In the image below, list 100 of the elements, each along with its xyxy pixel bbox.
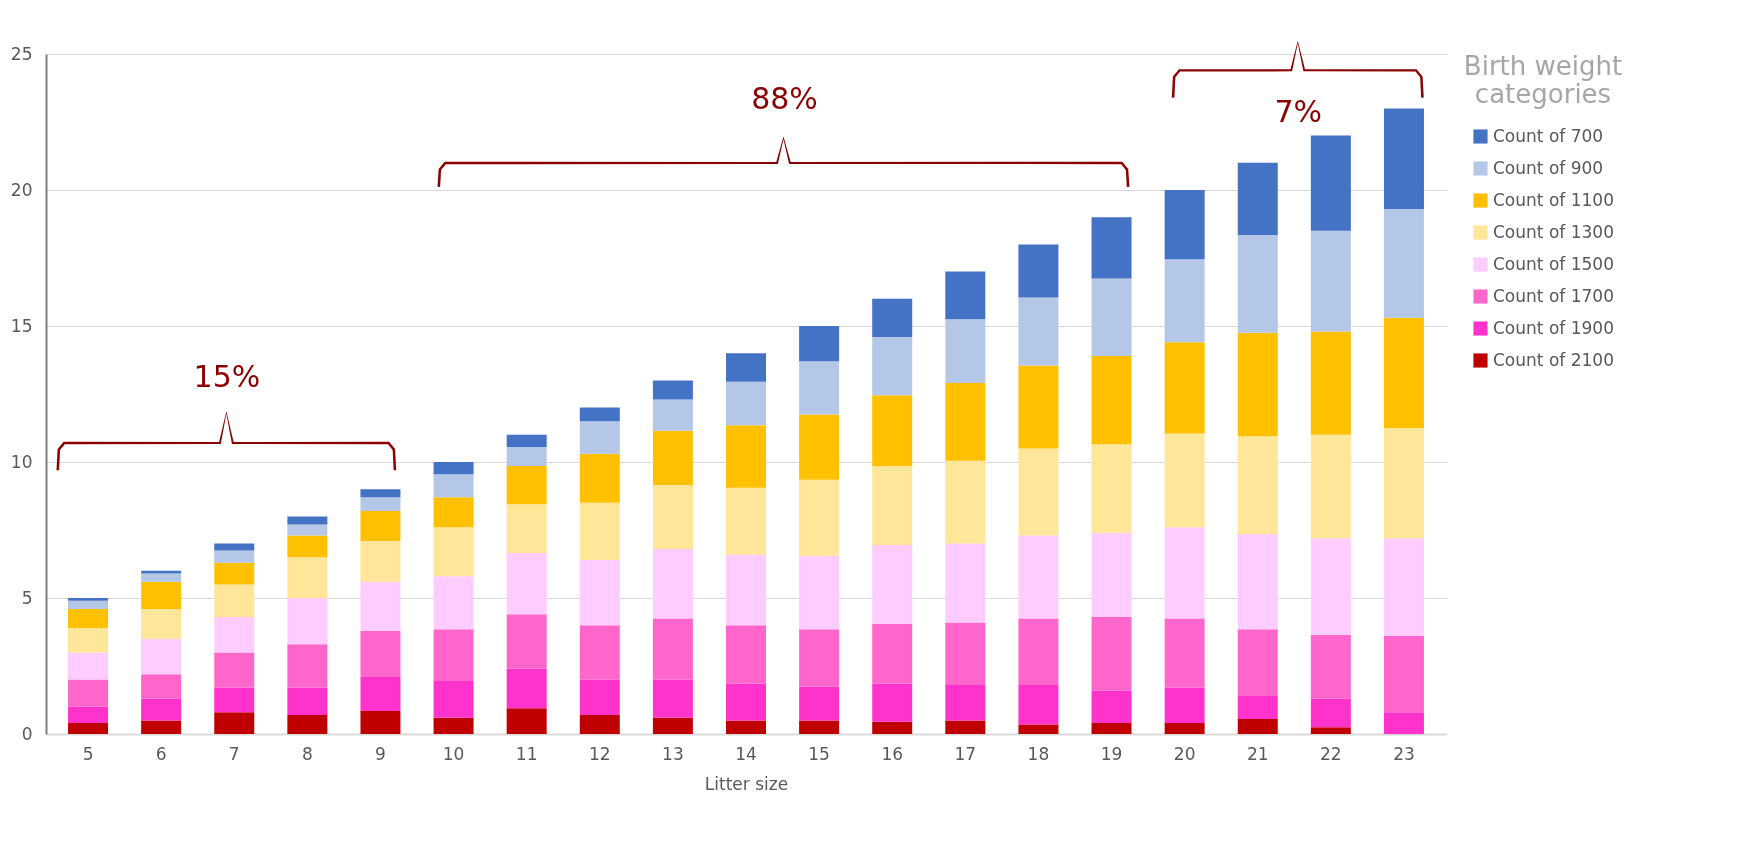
bar [1237, 332, 1278, 437]
bar [579, 679, 620, 715]
bar [141, 570, 182, 574]
bar [68, 679, 109, 707]
bar [360, 630, 401, 677]
bar [799, 361, 840, 415]
bar [1164, 687, 1205, 724]
bar [214, 687, 255, 713]
x-tick-label: 11 [515, 743, 538, 764]
bar [652, 679, 693, 718]
bar [360, 510, 401, 541]
bar [433, 680, 474, 718]
bar [68, 723, 109, 734]
bar [1310, 727, 1351, 734]
bar [1164, 618, 1205, 688]
y-tick-label: 15 [10, 315, 33, 336]
bar [579, 559, 620, 626]
bar [872, 298, 913, 337]
bar [1383, 209, 1424, 318]
bar [214, 617, 255, 653]
legend-label: Count of 700 [1493, 125, 1604, 146]
bar [726, 353, 766, 382]
bar [433, 527, 474, 577]
bar [1237, 695, 1278, 720]
bar [726, 625, 766, 684]
bar [1164, 190, 1205, 260]
bar [506, 447, 547, 467]
bar [652, 717, 693, 734]
x-tick-label: 12 [588, 743, 611, 764]
bar [799, 326, 840, 362]
bar [945, 720, 986, 734]
bar [1091, 217, 1132, 279]
bar [506, 708, 547, 734]
bar [872, 721, 913, 734]
bar [1383, 317, 1424, 428]
x-tick-label: 7 [228, 743, 240, 764]
bar [360, 710, 401, 734]
bar [141, 573, 182, 582]
bar [1091, 278, 1132, 356]
bar [945, 543, 986, 623]
bar [1091, 532, 1132, 618]
x-tick-label: 8 [301, 743, 313, 764]
bar [652, 399, 693, 431]
bar [433, 497, 474, 528]
bar [68, 652, 109, 680]
legend-label: Count of 1900 [1493, 317, 1614, 338]
bar [141, 638, 182, 675]
x-tick-label: 20 [1173, 743, 1196, 764]
bar [799, 686, 840, 721]
bar [945, 622, 986, 686]
x-tick-label: 22 [1320, 743, 1342, 764]
bar [287, 687, 328, 715]
bar [1164, 342, 1205, 434]
bar [506, 553, 547, 615]
bar [287, 714, 328, 734]
bar [1018, 618, 1059, 686]
bar [287, 535, 328, 558]
legend-label: Count of 1100 [1493, 189, 1614, 210]
bar [1310, 698, 1351, 728]
bar [287, 644, 328, 688]
bar [872, 683, 913, 722]
bar [579, 714, 620, 734]
bar [68, 706, 109, 724]
bar [287, 516, 328, 525]
x-tick-label: 21 [1246, 743, 1269, 764]
bar [141, 581, 182, 609]
bar [506, 466, 547, 505]
bar [726, 487, 766, 555]
bar [1237, 719, 1278, 734]
bar [726, 554, 766, 626]
bar [872, 623, 913, 684]
x-tick-label: 19 [1100, 743, 1123, 764]
bar [433, 462, 474, 475]
bar [799, 629, 840, 687]
legend-label: Count of 1500 [1493, 253, 1614, 274]
bar [433, 629, 474, 681]
bar [799, 479, 840, 556]
bar [652, 618, 693, 680]
bar [1018, 724, 1059, 734]
bar [214, 652, 255, 688]
bar [1164, 723, 1205, 734]
x-tick-label: 18 [1027, 743, 1050, 764]
bar [726, 720, 766, 734]
bar [1237, 162, 1278, 235]
bar [360, 676, 401, 711]
annotation: 88% [751, 80, 818, 116]
legend-title: Birth weight categories [1463, 51, 1623, 109]
bar [506, 434, 547, 448]
bar [1018, 535, 1059, 619]
bar [68, 598, 109, 601]
y-tick-label: 0 [21, 723, 33, 744]
legend-label: Count of 1700 [1493, 285, 1614, 306]
bar [1018, 685, 1059, 725]
bar [1018, 365, 1059, 449]
bar [360, 540, 401, 582]
bar [579, 502, 620, 560]
bar [506, 504, 547, 554]
bar [1018, 448, 1059, 536]
x-tick-label: 23 [1393, 743, 1415, 764]
bar [1383, 712, 1424, 734]
